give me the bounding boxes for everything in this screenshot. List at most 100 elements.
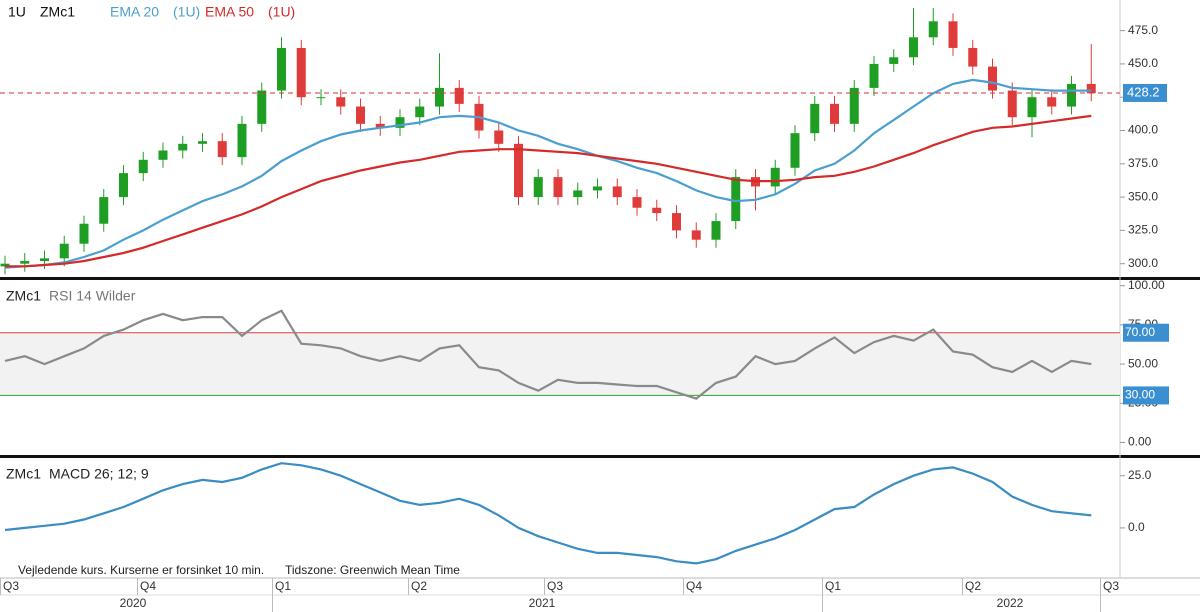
candle-body [119, 173, 128, 198]
header-interval: 1U [8, 4, 26, 20]
quarter-label: Q2 [411, 579, 427, 593]
header-ema50_unit: (1U) [268, 4, 295, 20]
candle-body [178, 143, 188, 151]
candle-body [652, 207, 662, 214]
panel-symbol: ZMc1 [6, 288, 41, 304]
candle-body [988, 66, 997, 91]
ema-line [5, 114, 1092, 268]
candle-body [395, 117, 405, 128]
footer-timezone: Tidszone: Greenwich Mean Time [285, 563, 460, 577]
candle-body [573, 190, 583, 198]
rsi-badge-label: 70.00 [1125, 325, 1155, 339]
candle-body [632, 197, 642, 208]
candle-body [731, 177, 741, 222]
header-symbol: ZMc1 [40, 4, 75, 20]
candle-body [356, 106, 365, 124]
candle-body [1027, 97, 1037, 118]
candle-body [99, 197, 109, 224]
candle-body [296, 47, 306, 98]
candle-body [375, 123, 385, 128]
candle-body [948, 21, 958, 48]
candle-body [138, 159, 148, 174]
panel-title: MACD 26; 12; 9 [49, 466, 149, 482]
candle-body [909, 37, 918, 58]
candle-body [593, 186, 602, 191]
candle-body [0, 263, 10, 267]
y-tick-label: 350.0 [1128, 189, 1158, 203]
candle-body [20, 261, 30, 264]
rsi-badge-label: 30.00 [1125, 388, 1155, 402]
quarter-label: Q4 [686, 579, 702, 593]
header-ema50_name: EMA 50 [205, 4, 254, 20]
macd-line [4, 462, 1092, 565]
y-tick-label: 0.00 [1128, 435, 1152, 449]
candle-body [198, 141, 207, 144]
candle-body [691, 230, 701, 240]
y-tick-label: 50.00 [1128, 356, 1158, 370]
year-label: 2020 [120, 596, 147, 610]
candle-body [415, 106, 425, 118]
year-label: 2022 [997, 596, 1024, 610]
candle-body [790, 133, 800, 168]
panel-separator [0, 455, 1200, 458]
candle-body [59, 243, 69, 259]
candle-body [316, 97, 326, 99]
candle-body [889, 57, 899, 64]
candle-body [454, 87, 464, 104]
quarter-label: Q4 [140, 579, 156, 593]
candle-body [553, 177, 563, 198]
panel-symbol: ZMc1 [6, 466, 41, 482]
candle-body [711, 221, 721, 240]
candle-body [1067, 83, 1076, 107]
quarter-label: Q3 [547, 579, 563, 593]
candle-body [770, 167, 780, 187]
footer-note: Vejledende kurs. Kurserne er forsinket 1… [18, 563, 264, 577]
candle-body [158, 150, 168, 160]
y-tick-label: 475.0 [1128, 23, 1158, 37]
y-tick-label: 100.00 [1128, 278, 1165, 292]
quarter-label: Q2 [965, 579, 981, 593]
rsi-badge [1123, 323, 1169, 342]
y-tick-label: 300.0 [1128, 256, 1158, 270]
last-price-label: 428.2 [1127, 84, 1160, 99]
y-tick-label: 325.0 [1128, 223, 1158, 237]
panel-title: RSI 14 Wilder [49, 288, 136, 304]
candle-body [672, 213, 681, 231]
candle-body [40, 258, 49, 262]
quarter-label: Q3 [1103, 579, 1119, 593]
panel-separator [0, 277, 1200, 280]
rsi-band [0, 332, 1120, 396]
candle-body [79, 223, 89, 244]
candle-body [237, 123, 247, 158]
candle-body [435, 87, 444, 107]
candle-body [1086, 83, 1096, 94]
y-tick-label: 400.0 [1128, 123, 1158, 137]
candle-body [928, 21, 938, 38]
candle-body [257, 90, 267, 124]
candle-body [217, 141, 227, 158]
y-tick-label: 25.0 [1128, 468, 1152, 482]
rsi-badge [1123, 386, 1169, 405]
y-tick-label: 0.0 [1128, 520, 1145, 534]
candle-body [810, 103, 820, 134]
quarter-label: Q3 [3, 579, 19, 593]
candle-body [533, 177, 543, 198]
candle-body [849, 87, 859, 124]
year-label: 2021 [529, 596, 556, 610]
candle-body [336, 97, 346, 107]
candle-body [830, 103, 839, 124]
y-tick-label: 450.0 [1128, 56, 1158, 70]
header-ema20_unit: (1U) [173, 4, 200, 20]
candle-body [968, 47, 978, 67]
candle-body [1047, 97, 1057, 107]
quarter-label: Q1 [825, 579, 841, 593]
y-tick-label: 375.0 [1128, 156, 1158, 170]
header-ema20_name: EMA 20 [110, 4, 159, 20]
candle-body [1007, 90, 1017, 118]
ema-line [4, 78, 1092, 269]
candle-body [277, 47, 286, 91]
candle-body [869, 63, 879, 88]
candle-body [514, 143, 523, 198]
candle-body [494, 130, 504, 144]
